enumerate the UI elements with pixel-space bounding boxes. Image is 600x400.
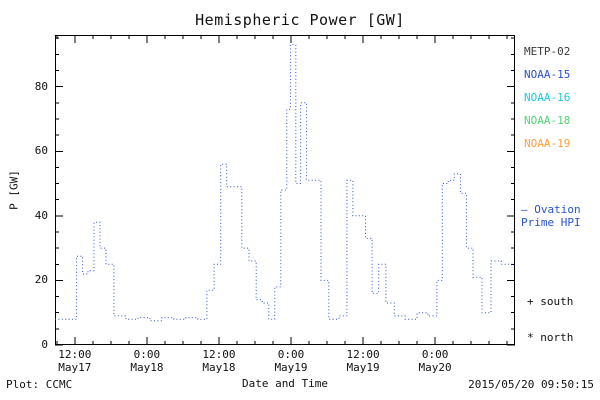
y-tick-label: 80 xyxy=(34,79,48,93)
north-marker-label: * north xyxy=(527,331,574,344)
chart-title: Hemispheric Power [GW] xyxy=(195,11,405,29)
x-tick-label: 12:00 May18 xyxy=(183,348,255,374)
x-tick-date: May18 xyxy=(202,361,236,374)
x-tick-date: May19 xyxy=(274,361,308,374)
x-tick-time: 12:00 xyxy=(202,348,236,361)
x-axis-title: Date and Time xyxy=(241,377,329,390)
x-tick-label: 0:00 May20 xyxy=(399,348,471,374)
legend-item-noaa-19: NOAA-19 xyxy=(524,137,571,150)
y-tick-label: 60 xyxy=(34,144,48,158)
legend-item-noaa-18: NOAA-18 xyxy=(524,114,571,127)
y-tick-label: 20 xyxy=(34,273,48,287)
series-label-line2: Prime HPI xyxy=(521,216,581,229)
y-tick-label: 40 xyxy=(34,208,48,222)
hpi-step-line xyxy=(55,44,515,322)
x-tick-time: 0:00 xyxy=(421,348,449,361)
legend-item-noaa-15: NOAA-15 xyxy=(524,68,571,81)
timestamp: 2015/05/20 09:50:15 xyxy=(468,378,594,391)
series-label-ovation-prime-hpi: — Ovation Prime HPI xyxy=(521,203,581,229)
x-tick-label: 0:00 May19 xyxy=(255,348,327,374)
x-tick-date: May20 xyxy=(418,361,452,374)
south-marker-label: + south xyxy=(527,295,574,308)
x-tick-time: 12:00 xyxy=(58,348,92,361)
plot-frame xyxy=(55,35,515,345)
x-tick-label: 12:00 May17 xyxy=(39,348,111,374)
x-tick-date: May17 xyxy=(58,361,92,374)
legend-item-metp-02: METP-02 xyxy=(524,45,571,58)
x-tick-time: 0:00 xyxy=(133,348,161,361)
x-tick-date: May18 xyxy=(130,361,164,374)
x-tick-label: 12:00 May19 xyxy=(327,348,399,374)
y-tick-label: 0 xyxy=(41,338,48,351)
series-label-line1: — Ovation xyxy=(521,203,581,216)
x-tick-time: 0:00 xyxy=(277,348,305,361)
legend-item-noaa-16: NOAA-16 xyxy=(524,91,571,104)
x-tick-time: 12:00 xyxy=(346,348,380,361)
x-tick-label: 0:00 May18 xyxy=(111,348,183,374)
x-tick-date: May19 xyxy=(346,361,380,374)
plot-credit: Plot: CCMC xyxy=(6,378,73,391)
